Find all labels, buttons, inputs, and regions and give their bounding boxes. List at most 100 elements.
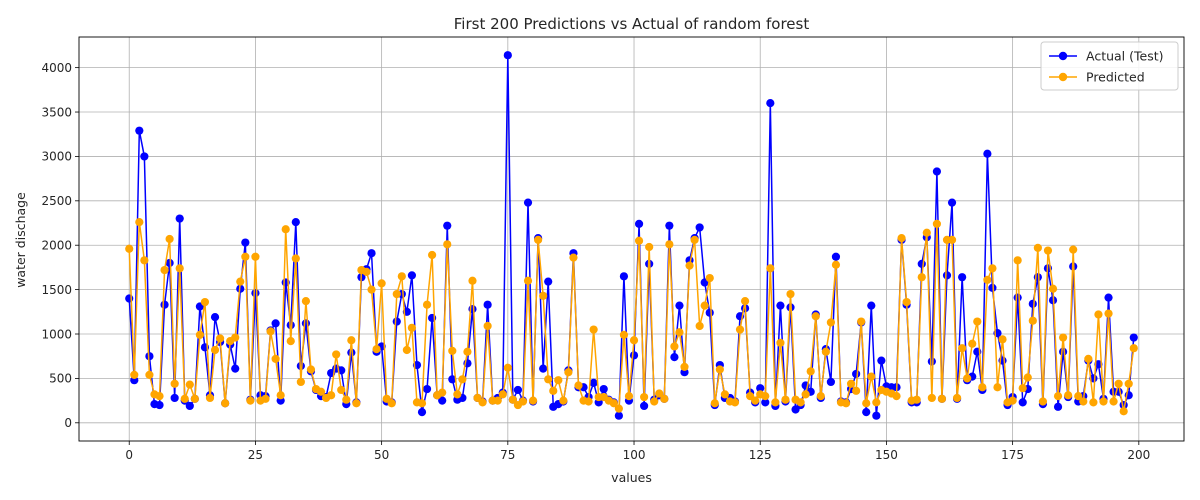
data-point bbox=[761, 392, 770, 401]
data-point bbox=[539, 291, 548, 300]
data-point bbox=[680, 362, 689, 371]
data-point bbox=[130, 370, 139, 379]
data-point bbox=[362, 267, 371, 276]
data-point bbox=[614, 404, 623, 413]
data-point bbox=[624, 392, 634, 401]
y-tick-label: 2500 bbox=[41, 194, 72, 208]
data-point bbox=[958, 273, 967, 282]
y-tick-label: 4000 bbox=[41, 61, 72, 75]
data-point bbox=[852, 369, 861, 379]
data-point bbox=[811, 312, 820, 321]
data-point bbox=[1109, 397, 1118, 406]
data-point bbox=[862, 408, 871, 417]
data-point bbox=[645, 242, 654, 252]
data-point bbox=[968, 339, 977, 348]
data-point bbox=[367, 285, 376, 294]
legend-box bbox=[1040, 41, 1179, 91]
data-point bbox=[796, 398, 805, 407]
data-point bbox=[675, 301, 684, 310]
series-predicted bbox=[125, 218, 1138, 416]
data-point bbox=[1028, 299, 1037, 308]
data-point bbox=[872, 411, 881, 420]
data-point bbox=[831, 260, 841, 269]
data-point bbox=[200, 297, 210, 307]
data-point bbox=[756, 384, 765, 393]
data-point bbox=[1013, 293, 1022, 302]
data-point bbox=[932, 219, 942, 229]
data-point bbox=[629, 351, 639, 360]
data-point bbox=[670, 352, 679, 362]
series-line bbox=[128, 221, 1135, 412]
data-point bbox=[927, 393, 936, 403]
data-point bbox=[589, 325, 598, 334]
data-point bbox=[392, 289, 401, 299]
data-point bbox=[428, 250, 437, 260]
y-tick-label: 2000 bbox=[41, 239, 72, 253]
data-point bbox=[155, 392, 164, 401]
data-point bbox=[1104, 293, 1113, 302]
y-tick-label: 3500 bbox=[41, 105, 72, 119]
data-point bbox=[634, 236, 644, 245]
data-point bbox=[231, 333, 240, 342]
data-point bbox=[826, 377, 835, 387]
data-point bbox=[544, 375, 553, 384]
data-point bbox=[634, 219, 644, 229]
data-point bbox=[867, 301, 876, 310]
data-point bbox=[185, 380, 194, 389]
data-point bbox=[660, 394, 669, 403]
data-point bbox=[241, 238, 250, 247]
data-point bbox=[857, 317, 866, 326]
data-point bbox=[892, 392, 901, 401]
x-tick-label: 25 bbox=[248, 448, 263, 462]
data-point bbox=[215, 334, 225, 343]
data-point bbox=[140, 256, 149, 265]
data-point bbox=[942, 271, 952, 280]
axis-ticks: 0 25 50 75 100 125 150 175 200050010001500200025… bbox=[41, 61, 1150, 462]
data-point bbox=[1043, 246, 1053, 255]
data-point bbox=[629, 336, 639, 345]
data-point bbox=[251, 252, 260, 261]
data-point bbox=[286, 337, 295, 346]
legend-marker-actual bbox=[1058, 51, 1068, 61]
data-point bbox=[988, 283, 997, 292]
data-point bbox=[448, 375, 457, 384]
data-point bbox=[377, 279, 386, 288]
data-point bbox=[175, 264, 184, 273]
data-point bbox=[190, 394, 199, 403]
data-point bbox=[523, 198, 533, 207]
x-tick-label: 100 bbox=[623, 448, 646, 462]
data-point bbox=[710, 399, 719, 408]
legend-label-actual: Actual (Test) bbox=[1086, 49, 1164, 64]
data-point bbox=[640, 401, 649, 411]
data-point bbox=[301, 297, 311, 306]
data-point bbox=[1064, 391, 1073, 400]
data-point bbox=[291, 254, 300, 263]
data-point bbox=[973, 317, 982, 326]
data-point bbox=[695, 321, 704, 331]
data-point bbox=[766, 264, 775, 273]
data-point bbox=[135, 218, 144, 227]
data-point bbox=[347, 348, 356, 357]
data-point bbox=[675, 328, 684, 337]
data-point bbox=[983, 275, 992, 284]
data-point bbox=[422, 300, 432, 309]
data-point bbox=[640, 392, 649, 402]
x-tick-label: 50 bbox=[374, 448, 389, 462]
data-point bbox=[1069, 245, 1078, 254]
data-point bbox=[468, 276, 477, 285]
data-point bbox=[342, 395, 351, 404]
data-point bbox=[246, 396, 255, 405]
data-point bbox=[518, 397, 528, 406]
data-point bbox=[1023, 373, 1032, 382]
data-point bbox=[786, 289, 795, 299]
data-point bbox=[872, 398, 881, 407]
data-point bbox=[301, 319, 311, 328]
data-point bbox=[175, 214, 184, 223]
data-point bbox=[205, 393, 215, 403]
data-point bbox=[937, 394, 947, 403]
data-point bbox=[367, 249, 376, 258]
data-point bbox=[1099, 397, 1108, 406]
data-point bbox=[806, 367, 815, 376]
data-point bbox=[453, 390, 462, 399]
data-point bbox=[952, 393, 962, 403]
